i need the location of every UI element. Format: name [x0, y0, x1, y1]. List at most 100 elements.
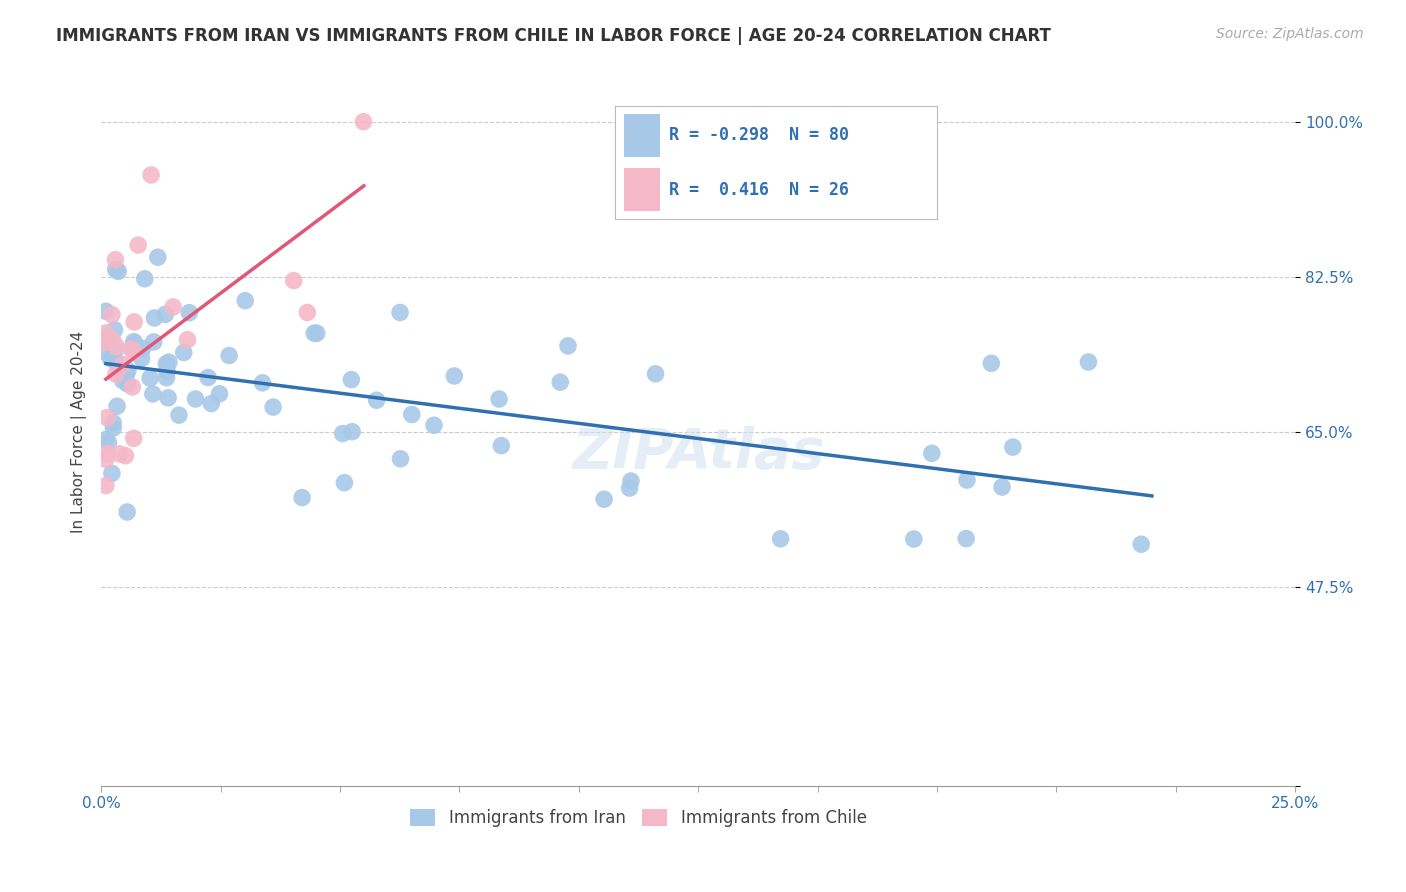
- Immigrants from Chile: [283, 274, 305, 288]
- Immigrants from Iran: [1001, 440, 1024, 454]
- Immigrants from Iran: [115, 376, 138, 391]
- Immigrants from Chile: [104, 252, 127, 267]
- Immigrants from Iran: [619, 481, 641, 495]
- Immigrants from Iran: [1077, 355, 1099, 369]
- Immigrants from Iran: [593, 492, 616, 507]
- Text: ZIPAtlas: ZIPAtlas: [572, 425, 824, 480]
- Immigrants from Iran: [115, 505, 138, 519]
- Immigrants from Chile: [122, 315, 145, 329]
- Immigrants from Iran: [620, 474, 643, 488]
- Immigrants from Iran: [179, 306, 201, 320]
- Immigrants from Iran: [115, 367, 138, 381]
- Immigrants from Iran: [548, 375, 571, 389]
- Immigrants from Iran: [105, 399, 128, 413]
- Text: Source: ZipAtlas.com: Source: ZipAtlas.com: [1216, 27, 1364, 41]
- Immigrants from Iran: [142, 387, 165, 401]
- Y-axis label: In Labor Force | Age 20-24: In Labor Force | Age 20-24: [72, 331, 87, 533]
- Immigrants from Iran: [955, 532, 977, 546]
- Immigrants from Iran: [122, 334, 145, 349]
- Immigrants from Iran: [401, 408, 423, 422]
- Immigrants from Iran: [443, 368, 465, 383]
- Immigrants from Iran: [389, 305, 412, 319]
- Immigrants from Iran: [134, 272, 156, 286]
- Immigrants from Iran: [155, 307, 177, 321]
- Immigrants from Iran: [340, 373, 363, 387]
- Immigrants from Iran: [114, 371, 136, 385]
- Immigrants from Iran: [104, 262, 127, 277]
- Immigrants from Iran: [94, 304, 117, 318]
- Immigrants from Iran: [156, 364, 179, 378]
- Immigrants from Chile: [353, 114, 375, 128]
- Immigrants from Chile: [104, 367, 127, 381]
- Immigrants from Iran: [921, 446, 943, 460]
- Immigrants from Iran: [366, 393, 388, 408]
- Immigrants from Chile: [122, 431, 145, 445]
- Immigrants from Iran: [103, 323, 125, 337]
- Immigrants from Chile: [94, 326, 117, 340]
- Immigrants from Iran: [644, 367, 666, 381]
- Immigrants from Chile: [108, 447, 131, 461]
- Immigrants from Chile: [139, 168, 162, 182]
- Immigrants from Iran: [97, 435, 120, 450]
- Immigrants from Iran: [94, 433, 117, 447]
- Immigrants from Iran: [305, 326, 328, 341]
- Immigrants from Iran: [124, 336, 146, 351]
- Immigrants from Iran: [142, 334, 165, 349]
- Immigrants from Iran: [104, 354, 127, 368]
- Immigrants from Iran: [131, 351, 153, 366]
- Immigrants from Chile: [176, 333, 198, 347]
- Immigrants from Iran: [167, 408, 190, 422]
- Immigrants from Chile: [94, 478, 117, 492]
- Immigrants from Iran: [101, 467, 124, 481]
- Immigrants from Chile: [162, 300, 184, 314]
- Immigrants from Iran: [157, 355, 180, 369]
- Immigrants from Iran: [769, 532, 792, 546]
- Immigrants from Chile: [96, 410, 118, 425]
- Immigrants from Iran: [117, 363, 139, 377]
- Immigrants from Iran: [332, 426, 354, 441]
- Immigrants from Iran: [111, 373, 134, 387]
- Immigrants from Iran: [252, 376, 274, 390]
- Immigrants from Iran: [157, 391, 180, 405]
- Immigrants from Iran: [389, 451, 412, 466]
- Immigrants from Chile: [96, 446, 118, 460]
- Immigrants from Chile: [111, 358, 134, 372]
- Immigrants from Iran: [103, 421, 125, 435]
- Immigrants from Chile: [114, 449, 136, 463]
- Immigrants from Iran: [100, 351, 122, 366]
- Legend: Immigrants from Iran, Immigrants from Chile: Immigrants from Iran, Immigrants from Ch…: [404, 803, 873, 834]
- Immigrants from Iran: [197, 370, 219, 384]
- Immigrants from Iran: [143, 310, 166, 325]
- Immigrants from Chile: [121, 380, 143, 394]
- Immigrants from Chile: [101, 308, 124, 322]
- Immigrants from Iran: [340, 425, 363, 439]
- Immigrants from Iran: [333, 475, 356, 490]
- Immigrants from Chile: [120, 342, 142, 356]
- Immigrants from Iran: [903, 532, 925, 546]
- Immigrants from Chile: [101, 334, 124, 348]
- Immigrants from Iran: [980, 356, 1002, 370]
- Immigrants from Iran: [94, 345, 117, 359]
- Immigrants from Iran: [104, 343, 127, 357]
- Immigrants from Iran: [103, 416, 125, 430]
- Immigrants from Iran: [94, 332, 117, 346]
- Immigrants from Iran: [200, 396, 222, 410]
- Immigrants from Iran: [146, 250, 169, 264]
- Immigrants from Iran: [991, 480, 1014, 494]
- Immigrants from Iran: [302, 326, 325, 341]
- Immigrants from Iran: [423, 418, 446, 433]
- Immigrants from Iran: [107, 264, 129, 278]
- Immigrants from Chile: [297, 305, 319, 319]
- Immigrants from Chile: [94, 452, 117, 467]
- Immigrants from Iran: [94, 330, 117, 344]
- Immigrants from Iran: [491, 439, 513, 453]
- Immigrants from Iran: [233, 293, 256, 308]
- Immigrants from Iran: [173, 345, 195, 359]
- Immigrants from Iran: [218, 349, 240, 363]
- Immigrants from Chile: [94, 335, 117, 350]
- Immigrants from Chile: [105, 340, 128, 354]
- Immigrants from Iran: [488, 392, 510, 406]
- Immigrants from Chile: [127, 238, 149, 252]
- Immigrants from Iran: [139, 371, 162, 385]
- Immigrants from Iran: [155, 357, 177, 371]
